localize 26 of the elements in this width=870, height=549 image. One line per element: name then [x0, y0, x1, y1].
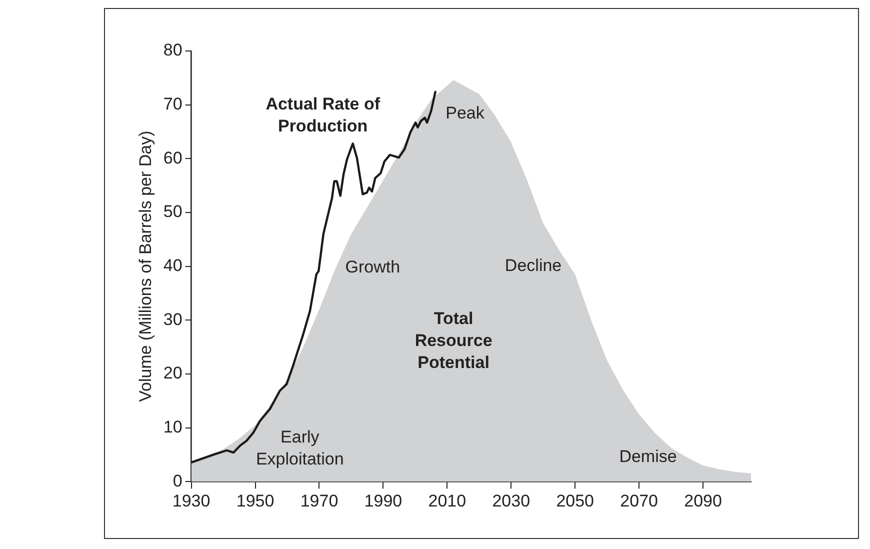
x-tick-label: 2070	[620, 491, 658, 510]
x-tick-label: 2050	[556, 491, 594, 510]
y-tick-label: 80	[163, 40, 182, 60]
y-tick-label: 70	[163, 94, 182, 114]
y-tick-label: 10	[163, 417, 182, 436]
series-label: Actual Rate of Production	[266, 94, 380, 136]
x-tick-label: 2030	[492, 491, 530, 510]
annotation: Peak	[446, 104, 485, 123]
y-tick-label: 60	[163, 148, 182, 168]
series-label: Total Resource Potential	[414, 308, 492, 372]
x-tick-label: 1930	[172, 491, 210, 510]
y-tick-label: 50	[163, 202, 182, 222]
x-tick-label: 2090	[684, 491, 722, 510]
annotation: Demise	[619, 447, 677, 466]
y-tick-label: 30	[163, 310, 182, 329]
y-tick-label: 20	[163, 364, 182, 383]
x-tick-label: 1990	[364, 491, 402, 510]
x-tick-label: 2010	[428, 491, 466, 510]
y-tick-label: 40	[163, 256, 182, 275]
annotation: Decline	[504, 256, 562, 275]
x-tick-label: 1950	[236, 491, 274, 510]
x-tick-label: 1970	[300, 491, 338, 510]
y-axis-title: Volume (Millions of Barrels per Day)	[136, 130, 155, 402]
annotation: Growth	[345, 258, 400, 277]
annotation: Early Exploitation	[256, 428, 344, 469]
y-tick-label: 0	[172, 471, 182, 490]
